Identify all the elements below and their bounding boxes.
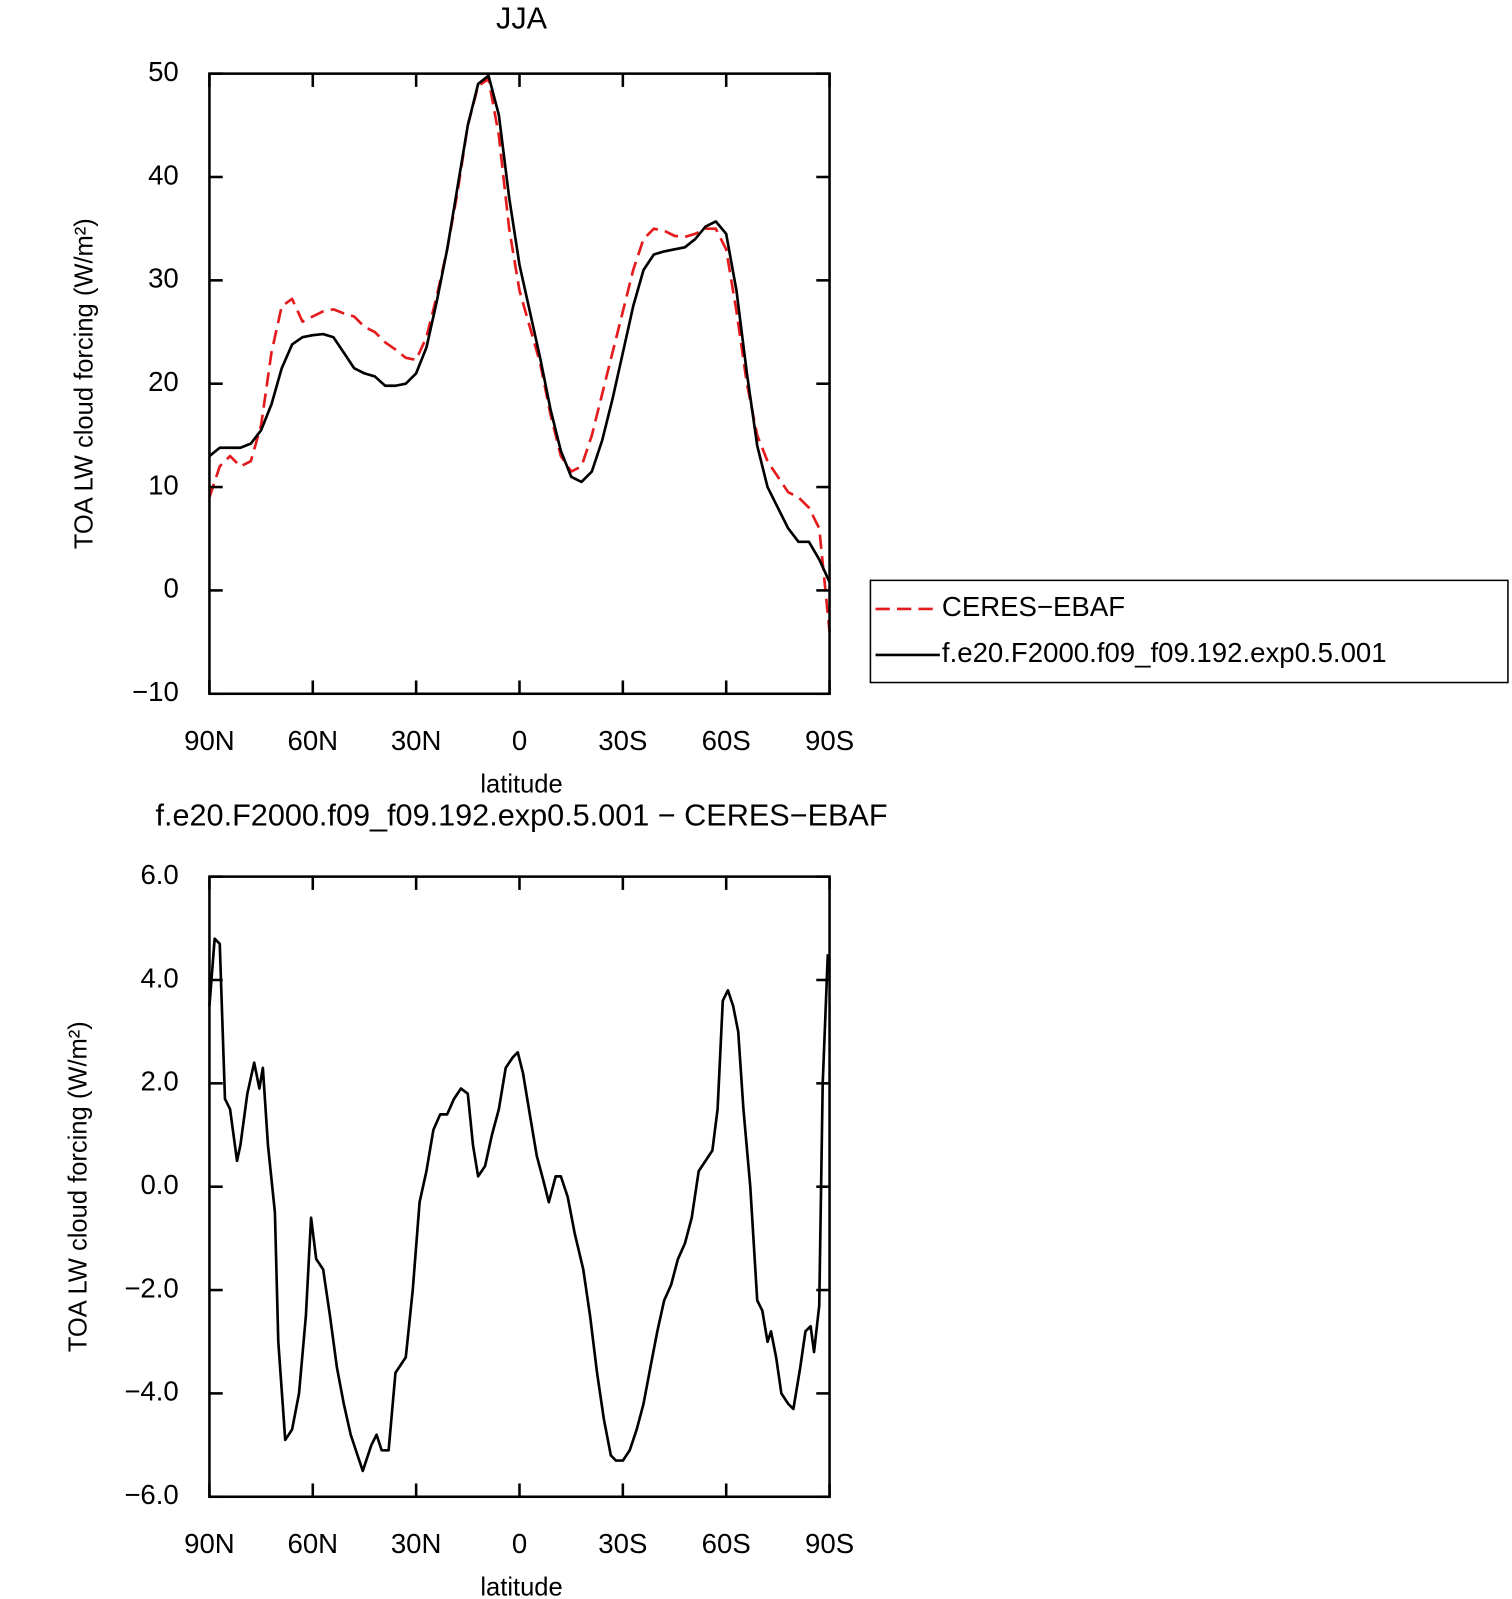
x-tick-label: 30N [391, 1528, 442, 1559]
y-tick-label: −4.0 [124, 1376, 178, 1407]
y-tick-label: 0 [163, 573, 178, 604]
y-tick-label: 30 [148, 263, 179, 294]
x-tick-label: 30S [598, 725, 647, 756]
x-tick-label: 0 [512, 1528, 527, 1559]
x-tick-label: 30N [391, 725, 442, 756]
x-tick-label: 30S [598, 1528, 647, 1559]
x-tick-label: 90S [805, 725, 854, 756]
y-tick-label: −10 [132, 676, 179, 707]
chart-title: f.e20.F2000.f09_f09.192.exp0.5.001 − CER… [155, 798, 887, 832]
y-tick-label: 10 [148, 469, 179, 500]
x-tick-label: 90S [805, 1528, 854, 1559]
x-tick-label: 90N [184, 1528, 235, 1559]
data-line [208, 74, 831, 583]
chart-title: JJA [496, 2, 548, 36]
y-tick-label: −6.0 [124, 1479, 178, 1510]
y-tick-label: 40 [148, 159, 179, 190]
x-axis-label: latitude [480, 1573, 562, 1599]
y-axis-label: TOA LW cloud forcing (W/m²) [64, 1021, 92, 1352]
y-tick-label: 4.0 [140, 962, 178, 993]
y-tick-label: −2.0 [124, 1272, 178, 1303]
y-tick-label: 20 [148, 366, 179, 397]
y-axis-label: TOA LW cloud forcing (W/m²) [71, 218, 99, 549]
legend-label: f.e20.F2000.f09_f09.192.exp0.5.001 [942, 637, 1387, 668]
x-tick-label: 60N [287, 1528, 338, 1559]
plot-frame [208, 875, 831, 1499]
plot-frame [208, 72, 831, 696]
y-tick-label: 2.0 [140, 1066, 178, 1097]
x-tick-label: 60S [702, 1528, 751, 1559]
y-tick-label: 6.0 [140, 859, 178, 890]
y-tick-label: 50 [148, 56, 179, 87]
x-tick-label: 90N [184, 725, 235, 756]
x-axis-label: latitude [480, 770, 562, 798]
data-line [208, 937, 830, 1473]
data-line [208, 77, 831, 632]
y-tick-label: 0.0 [140, 1169, 178, 1200]
legend-box [869, 579, 1509, 684]
x-tick-label: 60S [702, 725, 751, 756]
x-tick-label: 0 [512, 725, 527, 756]
legend-label: CERES−EBAF [942, 591, 1125, 622]
x-tick-label: 60N [287, 725, 338, 756]
